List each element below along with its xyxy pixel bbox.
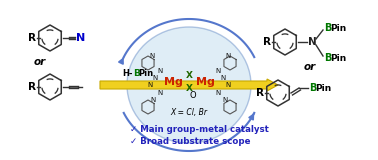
- Text: B: B: [324, 23, 332, 33]
- Text: H-: H-: [122, 69, 133, 78]
- Text: R: R: [256, 88, 264, 98]
- Text: N: N: [150, 97, 156, 103]
- Text: N: N: [147, 82, 153, 88]
- Text: N: N: [215, 68, 221, 74]
- Text: N: N: [76, 33, 85, 43]
- Text: B: B: [324, 53, 332, 63]
- Text: B: B: [309, 83, 316, 93]
- Text: N: N: [215, 90, 221, 96]
- Text: N: N: [157, 68, 163, 74]
- Text: or: or: [34, 57, 46, 67]
- Text: R: R: [28, 82, 36, 92]
- Text: N: N: [149, 53, 155, 59]
- Text: Pin: Pin: [330, 24, 346, 32]
- Text: N: N: [152, 75, 158, 81]
- Text: Pin: Pin: [330, 53, 346, 63]
- Text: or: or: [304, 62, 316, 72]
- FancyArrow shape: [100, 79, 278, 91]
- Text: N: N: [222, 97, 228, 103]
- Text: N: N: [220, 75, 226, 81]
- Text: ✓ Broad substrate scope: ✓ Broad substrate scope: [130, 136, 251, 145]
- Text: X = Cl, Br: X = Cl, Br: [170, 108, 208, 117]
- Ellipse shape: [127, 27, 251, 143]
- Text: Pin: Pin: [315, 84, 331, 92]
- Text: B: B: [133, 69, 140, 78]
- Text: R: R: [28, 33, 36, 43]
- Text: X: X: [186, 71, 192, 80]
- Text: ✓ Main group-metal catalyst: ✓ Main group-metal catalyst: [130, 125, 269, 135]
- Text: N: N: [157, 90, 163, 96]
- Text: R: R: [263, 37, 271, 47]
- Text: N: N: [308, 37, 317, 47]
- Text: N: N: [225, 53, 231, 59]
- Text: Pin: Pin: [138, 69, 153, 78]
- Text: X: X: [186, 84, 192, 92]
- Text: Mg: Mg: [195, 77, 214, 87]
- Text: O: O: [190, 91, 196, 100]
- Text: N: N: [225, 82, 231, 88]
- Text: Mg: Mg: [164, 77, 183, 87]
